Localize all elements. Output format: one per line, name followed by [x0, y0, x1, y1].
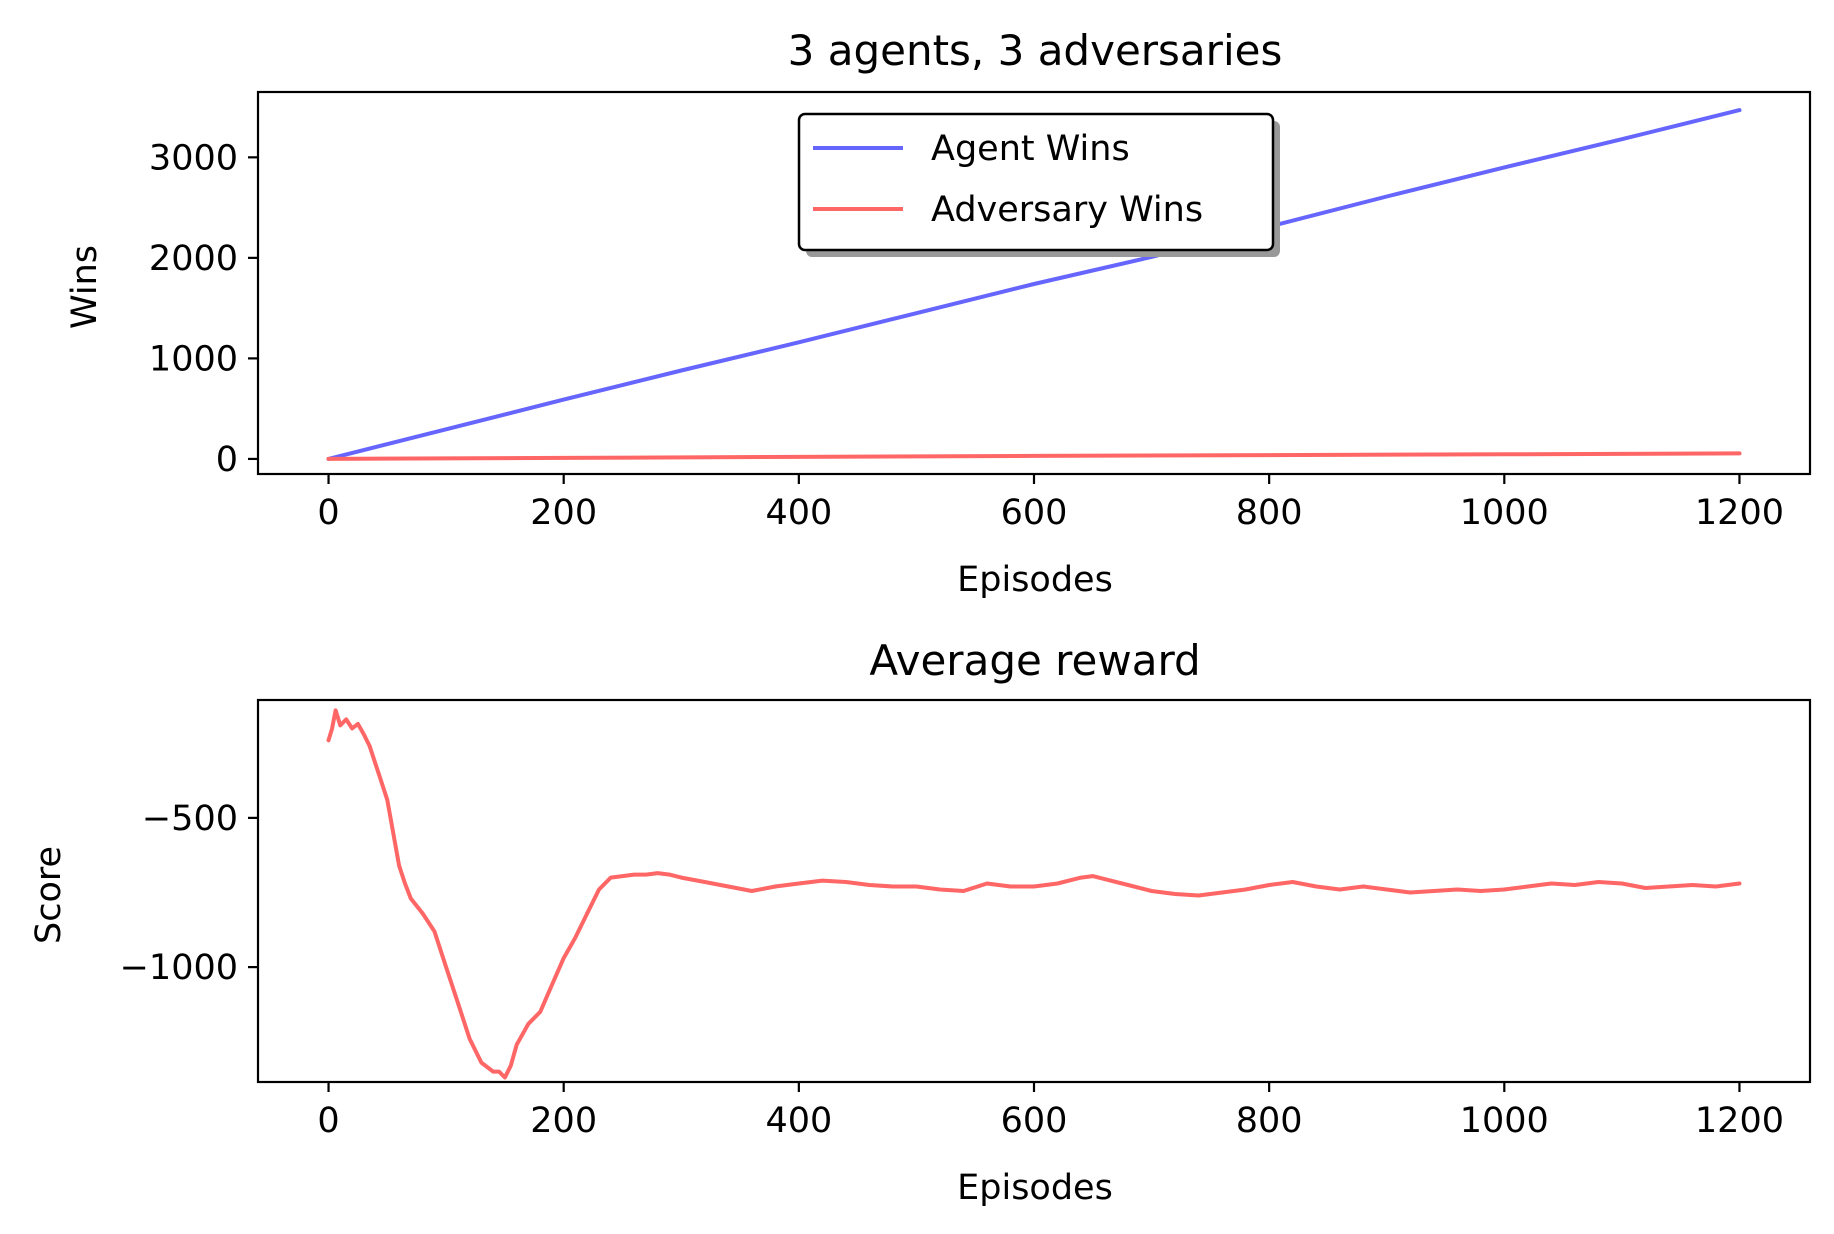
reward-series-layer	[326, 708, 1742, 1080]
wins-x-tick-label: 1200	[1695, 493, 1784, 533]
reward-x-tick-label: 800	[1236, 1101, 1303, 1141]
reward-x-tick-label: 600	[1001, 1101, 1068, 1141]
reward-y-tick-label: −500	[142, 799, 238, 839]
wins-chart-title: 3 agents, 3 adversaries	[788, 26, 1283, 75]
wins-x-axis-label: Episodes	[957, 560, 1113, 600]
wins-y-tick-label: 1000	[149, 339, 238, 379]
reward-x-tick-label: 1200	[1695, 1101, 1784, 1141]
reward-y-axis-label: Score	[29, 846, 69, 944]
legend-agent-wins-label: Agent Wins	[931, 129, 1130, 169]
wins-y-axis-label: Wins	[65, 245, 105, 329]
wins-y-tick-label: 0	[216, 440, 238, 480]
wins-y-tick-label: 2000	[149, 239, 238, 279]
reward-x-tick-label: 0	[317, 1101, 339, 1141]
reward-x-tick-label: 1000	[1460, 1101, 1549, 1141]
wins-subplot: 3 agents, 3 adversaries 0 200 400 600 800 100…	[65, 26, 1812, 600]
wins-x-tick-label: 0	[317, 493, 339, 533]
wins-x-tick-label: 1000	[1460, 493, 1549, 533]
wins-y-tick-label: 3000	[149, 138, 238, 178]
reward-y-tick-label: −1000	[120, 948, 238, 988]
reward-subplot: Average reward 0 200 400 600 800 1000 1200 −500…	[29, 636, 1812, 1208]
wins-series-layer	[326, 108, 1742, 461]
legend-box	[797, 112, 1275, 252]
wins-axis-ticks: 0 200 400 600 800 1000 1200 0 1000 2000 3000	[149, 138, 1784, 533]
wins-plot-frame	[256, 90, 1812, 476]
wins-x-tick-label: 400	[765, 493, 832, 533]
reward-x-tick-label: 200	[530, 1101, 597, 1141]
reward-x-tick-label: 400	[765, 1101, 832, 1141]
wins-series-adversary-wins-line	[326, 451, 1742, 461]
wins-legend: Agent Wins Adversary Wins	[797, 112, 1280, 257]
reward-plot-frame	[256, 698, 1812, 1084]
reward-axis-ticks: 0 200 400 600 800 1000 1200 −500 −1000	[120, 799, 1784, 1141]
wins-x-tick-label: 800	[1236, 493, 1303, 533]
reward-series-score-line	[326, 708, 1742, 1080]
legend-adversary-wins-label: Adversary Wins	[931, 190, 1203, 230]
reward-x-axis-label: Episodes	[957, 1168, 1113, 1208]
wins-series-agent-wins-line	[326, 108, 1742, 461]
wins-x-tick-label: 200	[530, 493, 597, 533]
reward-chart-title: Average reward	[869, 636, 1200, 685]
wins-x-tick-label: 600	[1001, 493, 1068, 533]
